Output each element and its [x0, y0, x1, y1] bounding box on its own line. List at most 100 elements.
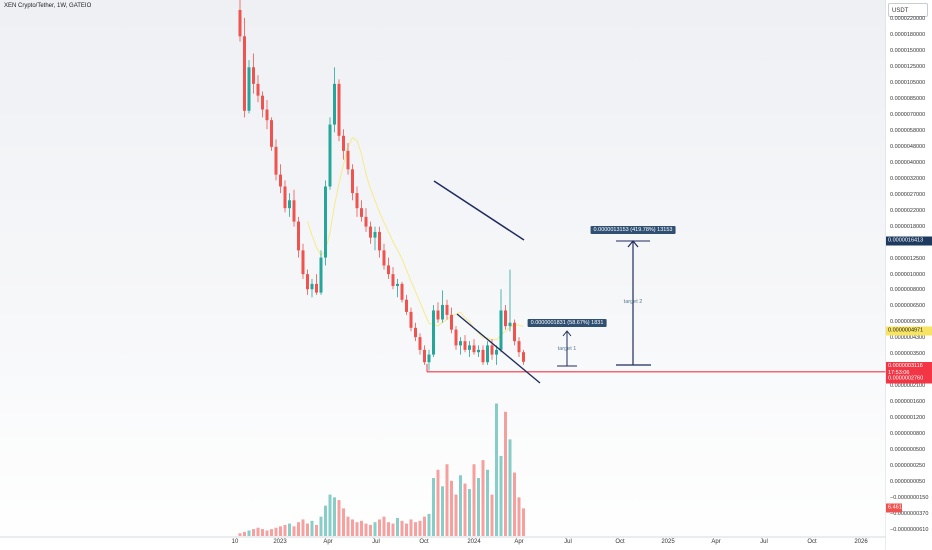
price-tick-label: 0.0000010000	[890, 271, 926, 278]
candlestick-chart[interactable]	[0, 0, 886, 550]
price-tick-label: 0.0000001200	[890, 415, 926, 422]
time-tick-label: 2024	[467, 539, 481, 545]
target2-measure-box[interactable]: 0.0000013153 (419.78%) 13153	[590, 226, 676, 234]
volume-bar	[265, 530, 269, 536]
candle-body	[247, 67, 251, 111]
volume-bar	[387, 522, 390, 536]
candle-body	[459, 341, 462, 346]
time-tick-label: Oct	[807, 539, 817, 545]
candle-body	[333, 83, 336, 125]
candle-body	[243, 36, 246, 111]
candle-body	[522, 352, 525, 362]
trendline-lower	[456, 313, 541, 384]
candle-body	[490, 345, 494, 355]
candle-body	[288, 200, 291, 209]
candle-body	[454, 329, 458, 346]
time-tick-label: Jul	[564, 539, 572, 545]
candle-body	[319, 257, 323, 293]
price-tick-label: 0.0000032000	[890, 175, 926, 182]
price-tick-label: 0.0000220000	[890, 16, 926, 22]
time-tick-label: Apr	[323, 539, 333, 545]
volume-bar	[364, 523, 368, 536]
volume-bar	[459, 475, 462, 536]
candle-body	[387, 265, 390, 275]
candle-body	[423, 349, 426, 363]
volume-bar	[274, 527, 278, 536]
candle-body	[472, 345, 476, 353]
candle-body	[252, 67, 255, 84]
volume-bar	[243, 531, 246, 536]
time-tick-label: Oct	[615, 539, 625, 545]
candle-body	[256, 83, 260, 96]
price-tick-label: 0.0000105000	[890, 79, 926, 86]
time-tick-label: 2025	[661, 539, 675, 545]
volume-bar	[396, 518, 399, 536]
volume-bar	[373, 522, 377, 536]
price-tick-label: 0.0000018000	[890, 223, 926, 230]
price-tick-label: 0.0000048000	[890, 143, 926, 150]
candle-body	[463, 341, 467, 350]
target2-label: target 2	[623, 299, 643, 305]
volume-bar	[423, 516, 426, 536]
volume-bar	[463, 483, 467, 536]
volume-bar	[513, 472, 516, 536]
volume-bar	[382, 516, 386, 536]
candle-body	[373, 231, 377, 238]
candle-body	[310, 283, 314, 290]
target1-measure-box[interactable]: 0.0000001831 (58.67%) 1831	[527, 319, 607, 327]
candle-body	[517, 341, 521, 353]
volume-bar	[508, 439, 512, 536]
candle-body	[513, 322, 516, 342]
price-tick-label: 0.0000012500	[890, 255, 926, 262]
target2-price-badge: 0.0000016413	[886, 236, 932, 246]
volume-bar	[378, 519, 381, 536]
candle-body	[427, 354, 431, 363]
volume-bar	[490, 494, 494, 536]
price-tick-label: 0.0000022000	[890, 207, 926, 214]
candle-body	[418, 337, 422, 350]
candle-body	[450, 314, 453, 330]
price-tick-label: 0.0000180000	[890, 31, 926, 38]
volume-bar	[301, 519, 305, 536]
volume-bar	[499, 455, 503, 536]
candle-body	[369, 226, 372, 238]
candle-body	[265, 109, 269, 121]
volume-bar	[279, 526, 282, 536]
candle-body	[324, 186, 327, 258]
volume-bar	[310, 520, 314, 536]
last-price-badge: 0.0000003116 17:53:06	[886, 362, 932, 376]
volume-value-badge: 6.461T	[886, 503, 906, 513]
time-tick-label: Apr	[514, 539, 524, 545]
price-tick-label: 0.0000000250	[890, 463, 926, 470]
candle-body	[306, 274, 309, 290]
volume-bar	[333, 497, 336, 536]
candle-body	[360, 208, 363, 217]
volume-bar	[517, 497, 521, 536]
price-tick-label: 0.0000000800	[890, 431, 926, 438]
candle-body	[468, 345, 471, 350]
volume-bar	[441, 486, 444, 536]
candle-body	[445, 304, 449, 315]
candle-body	[279, 174, 282, 187]
candle-body	[315, 283, 318, 293]
volume-bar	[495, 403, 498, 536]
price-tick-label: 0.0000125000	[890, 63, 926, 70]
time-tick-label: Jul	[372, 539, 380, 545]
volume-bar	[360, 520, 363, 536]
volume-bar	[306, 523, 309, 536]
volume-bar	[418, 520, 422, 536]
price-tick-label: −0.0000000370	[890, 511, 929, 518]
price-tick-label: 0.0000040000	[890, 159, 926, 166]
time-tick-label: Apr	[711, 539, 721, 545]
currency-selector[interactable]: USDT	[888, 3, 928, 17]
chart-area[interactable]	[0, 0, 886, 550]
volume-bar	[351, 519, 354, 536]
candle-body	[405, 299, 408, 312]
candle-body	[504, 310, 507, 327]
volume-bar	[337, 500, 341, 536]
time-tick-label: 2026	[854, 539, 868, 545]
price-tick-label: 0.0000004300	[890, 335, 926, 342]
volume-bar	[355, 522, 359, 536]
price-tick-label: 0.0000005300	[890, 319, 926, 326]
volume-bar	[472, 464, 476, 536]
